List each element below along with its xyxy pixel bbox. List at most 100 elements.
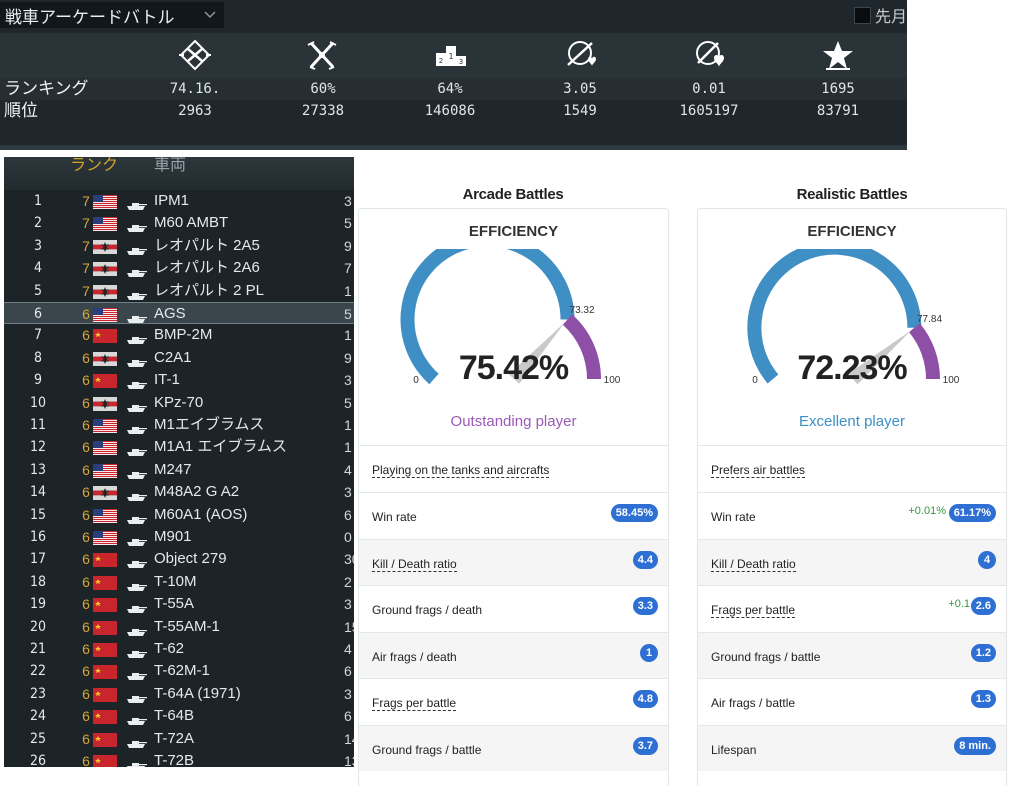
vehicle-row[interactable]: 7 6 BMP-2M 1 bbox=[4, 324, 354, 346]
tank-icon bbox=[125, 263, 147, 278]
vehicle-index: 4 bbox=[33, 260, 42, 277]
vehicle-name: IPM1 bbox=[154, 192, 190, 209]
svg-text:1: 1 bbox=[448, 52, 453, 61]
play-preference[interactable]: Prefers air battles bbox=[711, 463, 806, 478]
germany-flag-icon bbox=[93, 396, 117, 411]
tank-icon bbox=[125, 644, 147, 658]
germany-flag-icon bbox=[93, 261, 117, 277]
vehicle-row[interactable]: 12 6 M1A1 エイブラムス 1 bbox=[4, 436, 354, 458]
play-preference[interactable]: Playing on the tanks and aircrafts bbox=[372, 463, 550, 478]
vehicle-row[interactable]: 20 6 T-55AM-1 15 bbox=[4, 616, 354, 638]
vehicle-row[interactable]: 5 7 レオパルト 2 PL 1 bbox=[4, 280, 354, 302]
vehicle-rank: 6 bbox=[82, 618, 90, 635]
vehicle-rank: 7 bbox=[82, 215, 90, 232]
vehicle-row[interactable]: 19 6 T-55A 3 bbox=[4, 593, 354, 615]
vehicle-rank: 6 bbox=[82, 306, 90, 322]
vehicle-row[interactable]: 21 6 T-62 4 bbox=[4, 638, 354, 660]
vehicle-index: 6 bbox=[33, 306, 42, 322]
vehicle-name: T-62 bbox=[154, 640, 185, 657]
tank-icon bbox=[125, 330, 147, 345]
parameter-label[interactable]: Frags per battle bbox=[372, 696, 457, 711]
vehicle-row[interactable]: 15 6 M60A1 (AOS) 6 bbox=[4, 504, 354, 526]
vehicle-index: 19 bbox=[29, 596, 47, 613]
vehicle-rank: 6 bbox=[82, 730, 90, 747]
vehicle-index: 18 bbox=[29, 573, 47, 590]
vehicle-row[interactable]: 3 7 レオパルト 2A5 9 bbox=[4, 235, 354, 257]
tank-icon bbox=[125, 309, 147, 323]
parameter-value-badge: 3.7 bbox=[632, 736, 658, 755]
last-month-checkbox[interactable] bbox=[853, 6, 871, 24]
vehicle-battles-count: 9 bbox=[344, 349, 352, 366]
parameter-row: Lifespan 8 min. bbox=[698, 724, 1006, 771]
ussr-flag-icon bbox=[93, 709, 117, 725]
vehicle-battles-count: 9 bbox=[344, 237, 352, 254]
panel-footer-strip bbox=[0, 145, 907, 150]
vehicle-index: 17 bbox=[29, 551, 47, 568]
parameter-label[interactable]: Kill / Death ratio bbox=[372, 556, 457, 572]
tank-icon bbox=[125, 599, 147, 614]
ussr-flag-icon bbox=[93, 552, 117, 568]
vehicle-row[interactable]: 23 6 T-64A (1971) 3 bbox=[4, 683, 354, 705]
parameter-label: Win rate bbox=[372, 510, 417, 524]
vehicle-row[interactable]: 26 6 T-72B 13 bbox=[4, 750, 354, 767]
vehicle-index: 9 bbox=[33, 372, 42, 389]
vehicle-row[interactable]: 13 6 M247 4 bbox=[4, 459, 354, 481]
vehicle-index: 10 bbox=[29, 394, 47, 411]
vehicle-row[interactable]: 2 7 M60 AMBT 5 bbox=[4, 212, 354, 234]
vehicle-name: M48A2 G A2 bbox=[154, 483, 240, 501]
parameter-label[interactable]: Kill / Death ratio bbox=[711, 556, 796, 572]
player-stats-panel: 戦車アーケードバトル 先月 1 2 3 bbox=[0, 0, 907, 150]
vehicle-battles-count: 6 bbox=[344, 506, 352, 523]
vehicle-row[interactable]: 25 6 T-72A 14 bbox=[4, 728, 354, 750]
gauge-max-label: 100 bbox=[604, 375, 621, 386]
ussr-flag-icon bbox=[93, 642, 117, 657]
parameter-value-badge: 1 bbox=[640, 643, 658, 662]
vehicle-row[interactable]: 1 7 IPM1 3 bbox=[4, 190, 354, 212]
rank-column-header[interactable]: ランク bbox=[70, 157, 119, 174]
vehicle-battles-count: 1 bbox=[344, 439, 352, 456]
vehicle-row[interactable]: 17 6 Object 279 30 bbox=[4, 548, 354, 570]
vehicle-name: T-72B bbox=[154, 752, 195, 767]
vehicle-index: 24 bbox=[29, 708, 47, 725]
vehicle-row[interactable]: 10 6 KPz-70 5 bbox=[4, 392, 354, 414]
vehicle-index: 21 bbox=[29, 641, 47, 657]
gauge-arc-rest bbox=[562, 314, 601, 380]
gauge-arc-filled bbox=[400, 249, 575, 385]
vehicle-row[interactable]: 8 6 C2A1 9 bbox=[4, 347, 354, 369]
vehicle-column-header[interactable]: 車両 bbox=[154, 157, 187, 174]
vehicle-battles-count: 30 bbox=[344, 551, 354, 568]
vehicle-row[interactable]: 11 6 M1エイブラムス 1 bbox=[4, 414, 354, 436]
parameter-label: Air frags / death bbox=[372, 649, 457, 664]
realistic-battles-title: Realistic Battles bbox=[796, 186, 908, 203]
vehicle-row[interactable]: 9 6 IT-1 3 bbox=[4, 369, 354, 391]
parameter-value-badge: 4.8 bbox=[632, 690, 658, 708]
game-mode-select[interactable]: 戦車アーケードバトル bbox=[0, 2, 224, 28]
germany-flag-icon bbox=[93, 239, 117, 254]
last-month-toggle[interactable]: 先月 bbox=[853, 4, 907, 26]
parameter-row: Ground frags / battle 1.2 bbox=[698, 631, 1006, 678]
vehicle-row[interactable]: 4 7 レオパルト 2A6 7 bbox=[4, 257, 354, 279]
vehicle-name: レオパルト 2 PL bbox=[154, 281, 265, 299]
vehicle-battles-count: 1 bbox=[344, 282, 352, 299]
vehicle-row[interactable]: 22 6 T-62M-1 6 bbox=[4, 660, 354, 682]
vehicle-index: 12 bbox=[29, 439, 47, 456]
usa-flag-icon bbox=[93, 216, 117, 232]
position-deaths: 1605197 bbox=[679, 103, 739, 119]
vehicle-index: 15 bbox=[29, 506, 47, 523]
vehicle-rank: 7 bbox=[82, 237, 90, 254]
parameter-label[interactable]: Frags per battle bbox=[711, 603, 796, 618]
vehicle-row[interactable]: 6 6 AGS 5 bbox=[4, 302, 354, 325]
vehicle-row[interactable]: 14 6 M48A2 G A2 3 bbox=[4, 481, 354, 503]
parameter-row: Air frags / battle 1.3 bbox=[698, 678, 1006, 724]
vehicle-row[interactable]: 18 6 T-10M 2 bbox=[4, 571, 354, 593]
tank-icon bbox=[125, 286, 147, 300]
parameter-row: Frags per battle 2.6 +0.1 bbox=[698, 585, 1006, 631]
efficiency-title: EFFICIENCY bbox=[807, 223, 897, 240]
vehicle-rank: 6 bbox=[82, 417, 90, 433]
parameter-value-badge: 2.6 bbox=[970, 597, 996, 615]
vehicle-row[interactable]: 16 6 M901 0 bbox=[4, 526, 354, 548]
vehicle-row[interactable]: 24 6 T-64B 6 bbox=[4, 705, 354, 727]
vehicle-list: ランク 車両 1 7 IPM1 3 2 7 M60 AMBT 5 3 7 レオパルト 2A5 9 4 7 レ… bbox=[4, 157, 354, 767]
vehicle-battles-count: 3 bbox=[344, 685, 352, 702]
